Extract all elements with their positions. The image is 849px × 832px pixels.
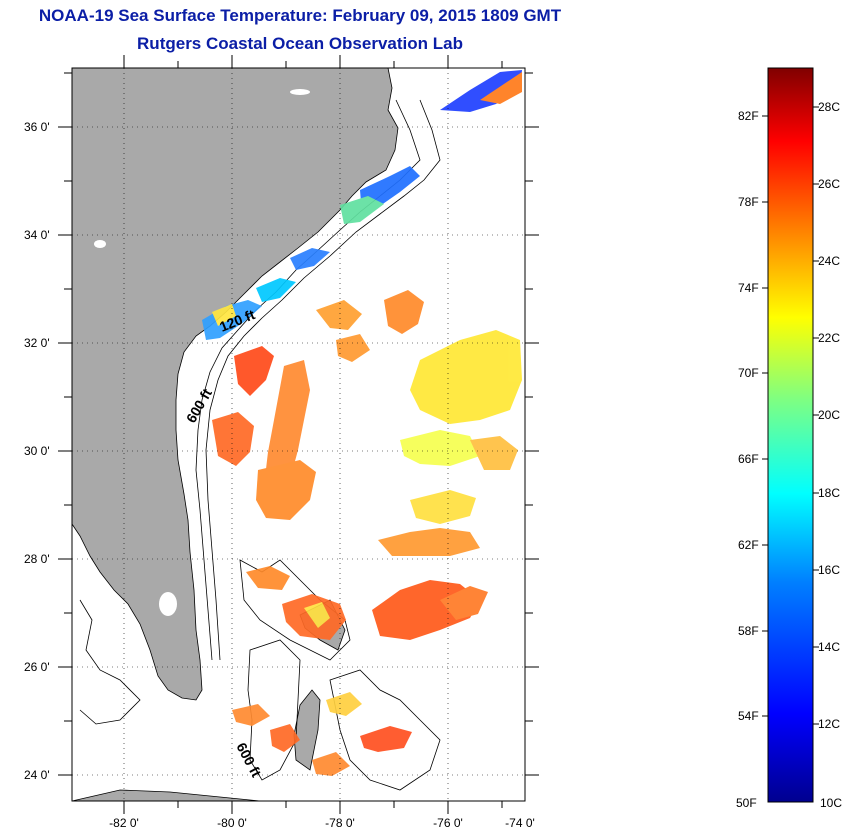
colorbar-f-74: 74F [738, 281, 759, 295]
colorbar-f-78: 78F [738, 195, 759, 209]
map-frame [71, 67, 526, 802]
lon-label-78: -78 0' [325, 816, 355, 830]
colorbar-f-50: 50F [736, 796, 757, 810]
colorbar-c-22: 22C [818, 331, 840, 345]
colorbar-c-26: 26C [818, 177, 840, 191]
map-title: NOAA-19 Sea Surface Temperature: Februar… [38, 6, 562, 25]
colorbar-f-66: 66F [738, 452, 759, 466]
colorbar-c-28: 28C [818, 100, 840, 114]
lon-label-74: -74 0' [505, 816, 535, 830]
sst-field [202, 70, 522, 776]
lon-label-80: -80 0' [217, 816, 247, 830]
map-subtitle: Rutgers Coastal Ocean Observation Lab [137, 34, 463, 53]
lon-ticks [123, 55, 503, 814]
colorbar [767, 67, 814, 803]
lat-label-32: 32 0' [24, 336, 50, 350]
colorbar-f-58: 58F [738, 624, 759, 638]
lat-label-26: 26 0' [24, 660, 50, 674]
colorbar-c-14: 14C [818, 640, 840, 654]
lat-label-34: 34 0' [24, 228, 50, 242]
colorbar-ticks [762, 106, 819, 725]
colorbar-c-24: 24C [818, 254, 840, 268]
lon-label-82: -82 0' [109, 816, 139, 830]
lat-label-28: 28 0' [24, 552, 50, 566]
land-mass [72, 68, 399, 701]
lat-label-24: 24 0' [24, 768, 50, 782]
lon-label-76: -76 0' [433, 816, 463, 830]
colorbar-f-54: 54F [738, 709, 759, 723]
map-panel: 120 ft 600 ft 600 ft [72, 68, 525, 801]
colorbar-c-18: 18C [818, 486, 840, 500]
colorbar-c-16: 16C [818, 563, 840, 577]
map-grid [72, 68, 525, 801]
colorbar-f-82: 82F [738, 109, 759, 123]
colorbar-c-12: 12C [818, 717, 840, 731]
colorbar-c-20: 20C [818, 408, 840, 422]
lat-label-30: 30 0' [24, 444, 50, 458]
colorbar-f-62: 62F [738, 538, 759, 552]
lat-ticks [58, 72, 539, 776]
lat-label-36: 36 0' [24, 120, 50, 134]
colorbar-f-70: 70F [738, 366, 759, 380]
colorbar-c-10: 10C [820, 796, 842, 810]
